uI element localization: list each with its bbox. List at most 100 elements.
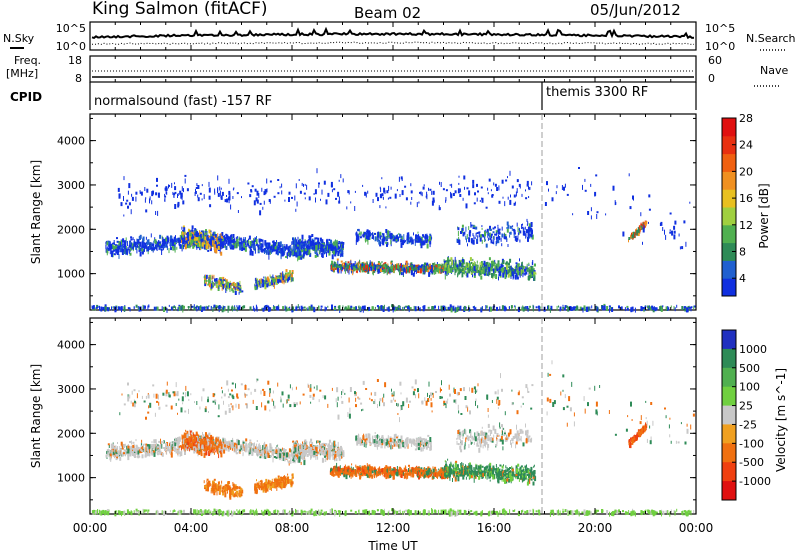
scatter-cell (226, 234, 229, 240)
scatter-cell (430, 264, 433, 270)
scatter-cell (468, 237, 471, 243)
scatter-cell (305, 244, 308, 247)
scatter-cell (574, 306, 577, 309)
scatter-cell (184, 241, 187, 247)
scatter-cell (125, 237, 127, 243)
scatter-cell (348, 263, 351, 268)
scatter-cell (285, 306, 288, 312)
scatter-cell (360, 231, 362, 235)
scatter-cell (504, 270, 506, 276)
scatter-cell (402, 265, 404, 269)
scatter-cell (307, 307, 309, 311)
scatter-cell (266, 178, 268, 184)
scatter-cell (253, 242, 255, 245)
scatter-cell (447, 260, 450, 265)
scatter-cell (450, 307, 453, 313)
scatter-cell (110, 443, 113, 449)
scatter-cell (260, 243, 262, 247)
scatter-cell (528, 223, 531, 228)
scatter-cell (567, 306, 570, 312)
scatter-cell (452, 306, 454, 312)
scatter-cell (181, 246, 183, 252)
scatter-cell (164, 447, 166, 451)
scatter-cell (205, 240, 207, 246)
scatter-cell (143, 242, 146, 245)
scatter-cell (264, 249, 267, 253)
scatter-cell (96, 304, 99, 308)
scatter-cell (595, 174, 598, 177)
scatter-cell (283, 279, 285, 285)
scatter-cell (254, 248, 256, 254)
scatter-cell (215, 283, 218, 288)
scatter-cell (425, 235, 428, 239)
scatter-cell (131, 244, 133, 250)
scatter-cell (252, 243, 254, 246)
scatter-cell (473, 202, 476, 205)
scatter-cell (526, 223, 528, 226)
scatter-cell (466, 234, 468, 239)
scatter-cell (379, 205, 381, 209)
scatter-cell (304, 183, 306, 186)
scatter-cell (458, 259, 460, 263)
scatter-cell (337, 191, 340, 197)
scatter-cell (132, 444, 135, 448)
scatter-cell (367, 190, 369, 194)
scatter-cell (629, 206, 632, 210)
scatter-cell (141, 248, 144, 252)
scatter-cell (450, 268, 453, 273)
scatter-cell (501, 243, 503, 247)
scatter-cell (174, 445, 176, 449)
scatter-cell (395, 264, 397, 268)
scatter-cell (454, 266, 456, 271)
scatter-cell (479, 267, 481, 271)
scatter-cell (531, 271, 533, 275)
scatter-cell (357, 229, 359, 232)
scatter-cell (206, 242, 209, 245)
scatter-cell (258, 280, 260, 286)
scatter-cell (135, 304, 138, 308)
scatter-cell (479, 234, 482, 239)
scatter-cell (491, 194, 494, 196)
scatter-cell (183, 232, 185, 237)
scatter-cell (300, 240, 303, 244)
scatter-cell (105, 241, 107, 245)
scatter-cell (404, 185, 407, 188)
scatter-cell (141, 439, 143, 443)
scatter-cell (251, 250, 254, 256)
scatter-cell (479, 271, 481, 274)
scatter-cell (438, 263, 441, 266)
scatter-cell (484, 235, 486, 240)
scatter-cell (248, 245, 250, 249)
scatter-cell (358, 229, 360, 232)
scatter-cell (488, 270, 491, 275)
scatter-cell (509, 231, 512, 235)
scatter-cell (308, 196, 311, 201)
scatter-cell (316, 168, 318, 174)
scatter-cell (476, 232, 479, 235)
scatter-cell (112, 443, 115, 449)
scatter-cell (362, 233, 365, 238)
scatter-cell (464, 186, 465, 190)
scatter-cell (298, 306, 300, 310)
scatter-cell (274, 244, 276, 248)
scatter-cell (291, 277, 293, 282)
scatter-cell (404, 240, 406, 242)
scatter-cell (211, 274, 213, 280)
scatter-cell (225, 288, 227, 293)
scatter-cell (225, 279, 227, 283)
scatter-cell (266, 188, 268, 193)
scatter-cell (218, 241, 221, 244)
scatter-cell (173, 239, 175, 243)
scatter-cell (104, 304, 107, 308)
scatter-cell (415, 265, 417, 270)
scatter-cell (210, 305, 212, 310)
scatter-cell (235, 283, 237, 285)
scatter-cell (222, 237, 225, 241)
scatter-cell (485, 305, 488, 309)
scatter-cell (354, 206, 356, 211)
scatter-cell (143, 449, 145, 453)
scatter-cell (149, 196, 151, 201)
scatter-cell (372, 271, 374, 275)
scatter-cell (196, 183, 198, 187)
